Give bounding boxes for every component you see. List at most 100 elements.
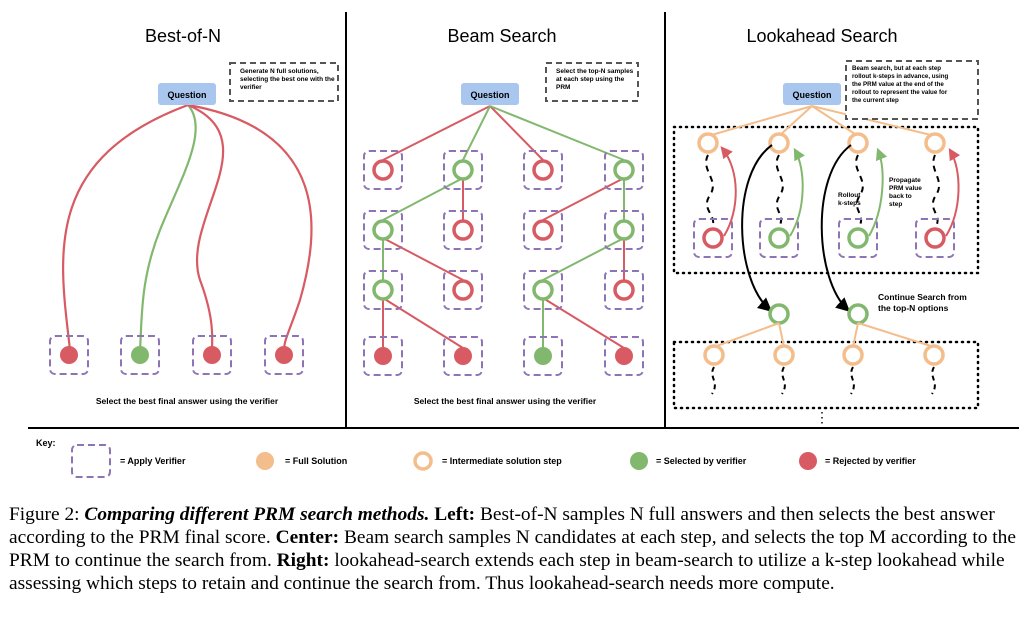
rejected-node	[60, 346, 78, 364]
selected-step-node	[768, 227, 790, 249]
panel-best-of-n: Best-of-N Question Generate N full solut…	[49, 26, 339, 406]
legend-label: = Rejected by verifier	[825, 456, 916, 466]
caption-left-text: Best-of-N samples N full answers and the…	[9, 504, 995, 548]
rejected-step-node	[452, 279, 474, 301]
note-text: Select the top-N samples at each step us…	[556, 68, 635, 91]
verifier-box	[443, 336, 483, 376]
verifier-box	[363, 150, 403, 190]
legend-full-solution-swatch	[256, 452, 274, 470]
legend-selected-swatch	[630, 452, 648, 470]
continue-label: Continue Search from the top-N options	[878, 292, 969, 313]
legend-verifier-swatch	[71, 444, 111, 478]
selected-step-node	[452, 159, 474, 181]
verifier-box	[49, 335, 89, 375]
caption-right-head: Right:	[276, 550, 330, 571]
rejected-node	[275, 346, 293, 364]
intermediate-step-node	[847, 132, 869, 154]
selected-step-node	[532, 279, 554, 301]
note-text: Beam search, but at each step rollout k-…	[852, 65, 950, 104]
verifier-box	[604, 150, 644, 190]
figure-number: Figure 2:	[9, 504, 80, 525]
verifier-box	[759, 218, 799, 258]
propagate-label: Propagate PRM value back to step	[889, 177, 924, 208]
rejected-step-node	[452, 219, 474, 241]
verifier-box	[523, 270, 563, 310]
panel-title: Best-of-N	[145, 26, 221, 46]
intermediate-step-node	[773, 344, 795, 366]
verifier-box	[363, 210, 403, 250]
legend-label: = Apply Verifier	[120, 456, 186, 466]
rejected-step-node	[532, 219, 554, 241]
intermediate-step-node	[703, 344, 725, 366]
caption-center-head: Center:	[275, 527, 340, 548]
selected-step-node	[847, 227, 869, 249]
rejected-node	[374, 347, 392, 365]
legend-label: = Intermediate solution step	[442, 456, 562, 466]
verifier-box	[604, 270, 644, 310]
rejected-node	[203, 346, 221, 364]
panel-title: Beam Search	[447, 26, 556, 46]
rejected-step-node	[372, 159, 394, 181]
verifier-box	[838, 218, 878, 258]
verifier-box	[363, 270, 403, 310]
selected-step-node	[613, 159, 635, 181]
selected-node	[131, 346, 149, 364]
legend: Key: = Apply Verifier = Full Solution = …	[36, 438, 916, 478]
continuation-ellipsis: ⋮	[815, 409, 829, 425]
note-text: Generate N full solutions, selecting the…	[240, 68, 336, 91]
rejected-step-node	[924, 227, 946, 249]
selected-step-node	[372, 219, 394, 241]
verifier-box	[120, 335, 160, 375]
legend-label: = Full Solution	[285, 456, 347, 466]
legend-title: Key:	[36, 438, 56, 448]
intermediate-step-node	[768, 132, 790, 154]
figure-title: Comparing different PRM search methods.	[84, 504, 430, 525]
verifier-box	[523, 336, 563, 376]
intermediate-step-node	[697, 132, 719, 154]
panel-lookahead: Lookahead Search Question Beam search, b…	[672, 26, 980, 425]
verifier-box	[443, 210, 483, 250]
question-label: Question	[470, 90, 509, 100]
caption-left-head: Left:	[434, 504, 476, 525]
beam-verifier-grid	[363, 150, 644, 376]
intermediate-step-node	[842, 344, 864, 366]
question-node	[461, 83, 519, 105]
selected-node	[534, 347, 552, 365]
verifier-box	[192, 335, 232, 375]
verifier-box	[915, 218, 955, 258]
rejected-step-node	[532, 159, 554, 181]
next-step-region	[672, 340, 980, 410]
verifier-box	[693, 218, 733, 258]
panel-footer: Select the best final answer using the v…	[414, 396, 597, 406]
rollout-label: Rollout k-steps	[838, 192, 862, 207]
note-box	[845, 60, 979, 120]
selected-step-node	[768, 303, 790, 325]
verifier-box	[363, 336, 403, 376]
question-label: Question	[792, 90, 831, 100]
rejected-node	[615, 347, 633, 365]
question-node	[158, 83, 216, 105]
caption-center-text: Beam search samples N candidates at each…	[9, 527, 1016, 571]
verifier-box	[443, 270, 483, 310]
verifier-box	[443, 150, 483, 190]
selected-step-node	[847, 303, 869, 325]
verifier-box	[604, 210, 644, 250]
verifier-box	[604, 336, 644, 376]
selected-step-node	[372, 279, 394, 301]
rejected-step-node	[702, 227, 724, 249]
legend-label: = Selected by verifier	[656, 456, 747, 466]
note-box	[229, 62, 339, 102]
caption-right-text: lookahead-search extends each step in be…	[9, 550, 1005, 594]
note-box	[545, 62, 639, 102]
prm-search-diagram: Best-of-N Question Generate N full solut…	[28, 12, 1019, 478]
legend-intermediate-swatch	[413, 451, 433, 471]
intermediate-step-node	[923, 344, 945, 366]
panel-footer: Select the best final answer using the v…	[96, 396, 279, 406]
rollout-region	[672, 125, 980, 275]
verifier-box	[523, 210, 563, 250]
question-label: Question	[167, 90, 206, 100]
verifier-box	[523, 150, 563, 190]
rejected-node	[454, 347, 472, 365]
panel-beam-search: Beam Search Question Select the top-N sa…	[363, 26, 644, 406]
rejected-step-node	[613, 279, 635, 301]
